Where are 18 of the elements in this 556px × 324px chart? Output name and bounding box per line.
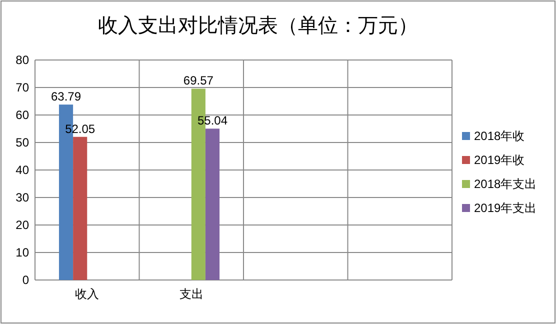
legend-label: 2019年支出 xyxy=(474,201,537,215)
x-tick-label: 支出 xyxy=(179,287,204,301)
data-label: 63.79 xyxy=(51,90,82,104)
data-label: 69.57 xyxy=(183,74,214,88)
legend-label: 2018年收 xyxy=(474,129,525,143)
chart-title: 收入支出对比情况表（单位：万元） xyxy=(98,15,418,37)
y-tick-label: 30 xyxy=(16,190,30,204)
y-tick-label: 0 xyxy=(22,273,30,287)
y-tick-label: 70 xyxy=(16,80,30,94)
y-tick-label: 60 xyxy=(16,108,30,122)
y-tick-label: 40 xyxy=(16,163,30,177)
x-tick-label: 收入 xyxy=(75,287,100,301)
legend-label: 2019年收 xyxy=(474,153,525,167)
y-tick-label: 80 xyxy=(16,53,30,67)
y-tick-label: 10 xyxy=(16,246,30,260)
y-tick-label: 50 xyxy=(16,136,30,150)
legend-label: 2018年支出 xyxy=(474,177,537,191)
y-tick-label: 20 xyxy=(16,218,30,232)
